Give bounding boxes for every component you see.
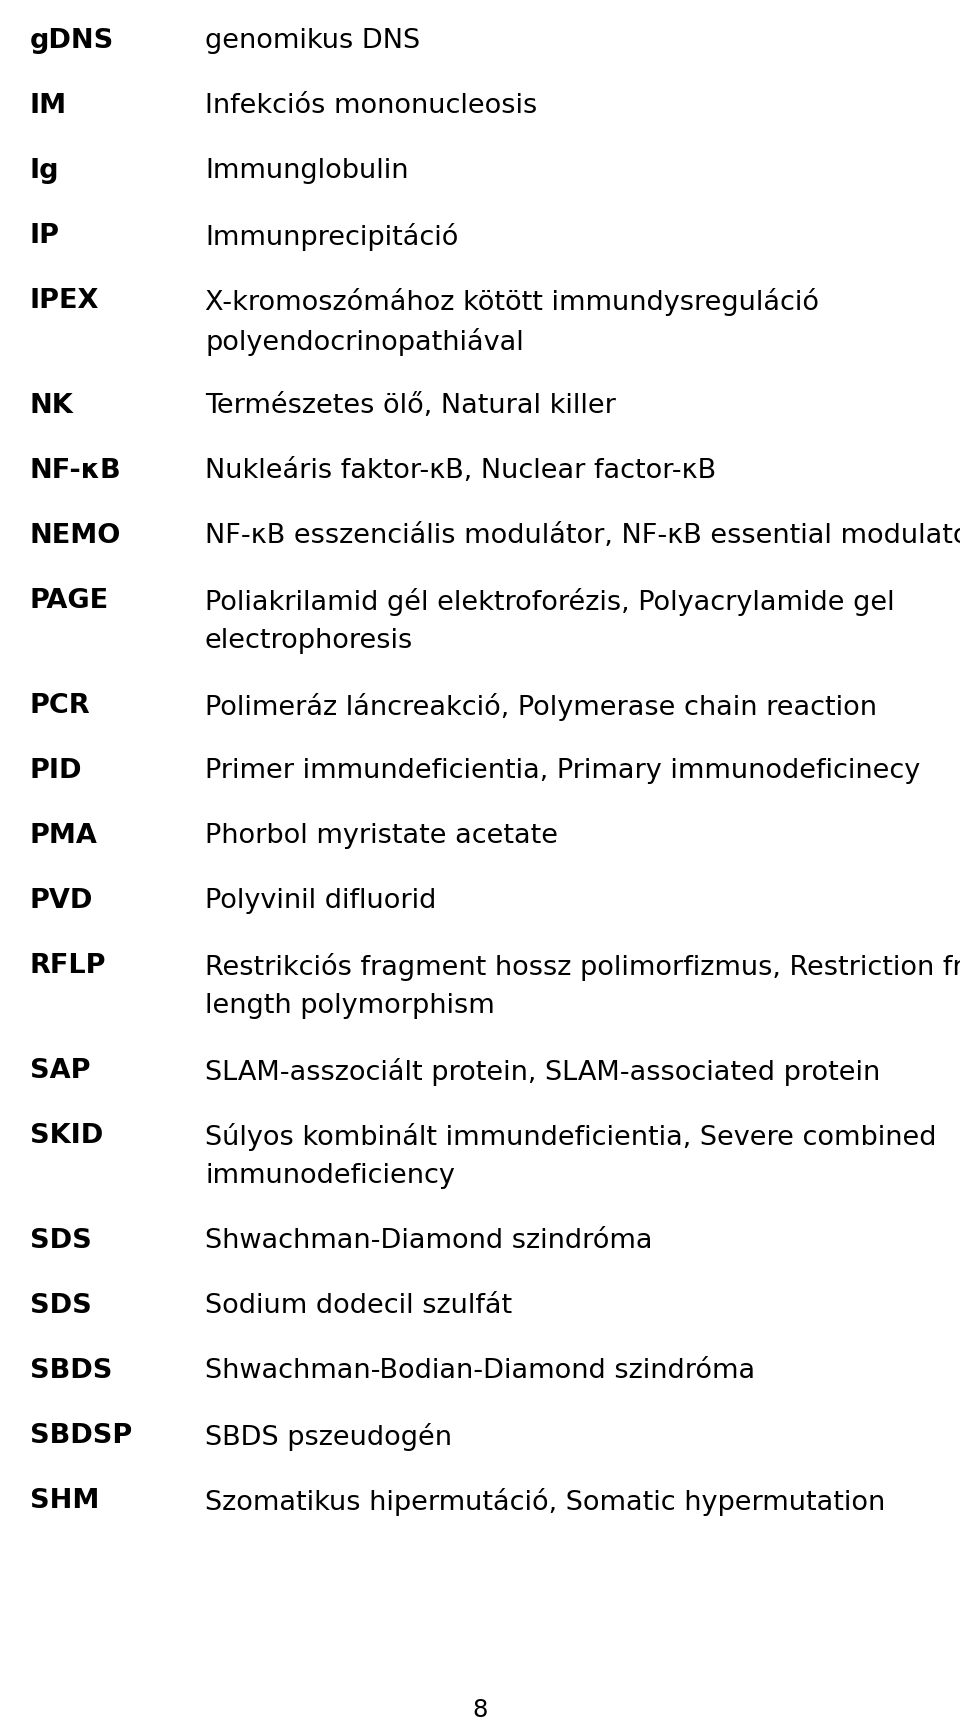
Text: NF-κB: NF-κB [30,457,122,483]
Text: Szomatikus hipermutáció, Somatic hypermutation: Szomatikus hipermutáció, Somatic hypermu… [205,1488,885,1516]
Text: SHM: SHM [30,1488,100,1514]
Text: length polymorphism: length polymorphism [205,992,494,1018]
Text: SDS: SDS [30,1294,92,1320]
Text: Immunprecipitáció: Immunprecipitáció [205,223,458,251]
Text: X-kromoszómához kötött immundysreguláció: X-kromoszómához kötött immundysreguláció [205,288,819,315]
Text: Ig: Ig [30,158,60,184]
Text: PCR: PCR [30,693,90,719]
Text: SLAM-asszociált protein, SLAM-associated protein: SLAM-asszociált protein, SLAM-associated… [205,1058,880,1086]
Text: Nukleáris faktor-κB, Nuclear factor-κB: Nukleáris faktor-κB, Nuclear factor-κB [205,457,716,483]
Text: SDS: SDS [30,1228,92,1254]
Text: Restrikciós fragment hossz polimorfizmus, Restriction fragment: Restrikciós fragment hossz polimorfizmus… [205,953,960,980]
Text: Természetes ölő, Natural killer: Természetes ölő, Natural killer [205,393,616,419]
Text: Immunglobulin: Immunglobulin [205,158,409,184]
Text: PMA: PMA [30,823,98,849]
Text: NEMO: NEMO [30,523,121,549]
Text: SBDSP: SBDSP [30,1424,132,1450]
Text: electrophoresis: electrophoresis [205,629,413,655]
Text: PID: PID [30,759,83,785]
Text: SKID: SKID [30,1122,104,1148]
Text: immunodeficiency: immunodeficiency [205,1162,455,1188]
Text: IPEX: IPEX [30,288,100,313]
Text: RFLP: RFLP [30,953,107,979]
Text: PVD: PVD [30,889,93,914]
Text: Primer immundeficientia, Primary immunodeficinecy: Primer immundeficientia, Primary immunod… [205,759,921,785]
Text: Polyvinil difluorid: Polyvinil difluorid [205,889,437,914]
Text: Súlyos kombinált immundeficientia, Severe combined: Súlyos kombinált immundeficientia, Sever… [205,1122,937,1152]
Text: IP: IP [30,223,60,249]
Text: SAP: SAP [30,1058,90,1084]
Text: Sodium dodecil szulfát: Sodium dodecil szulfát [205,1294,512,1320]
Text: IM: IM [30,94,67,120]
Text: Poliakrilamid gél elektroforézis, Polyacrylamide gel: Poliakrilamid gél elektroforézis, Polyac… [205,587,895,617]
Text: Shwachman-Bodian-Diamond szindróma: Shwachman-Bodian-Diamond szindróma [205,1358,756,1384]
Text: genomikus DNS: genomikus DNS [205,28,420,54]
Text: Polimeráz láncreakció, Polymerase chain reaction: Polimeráz láncreakció, Polymerase chain … [205,693,877,721]
Text: NK: NK [30,393,74,419]
Text: gDNS: gDNS [30,28,114,54]
Text: SBDS pszeudogén: SBDS pszeudogén [205,1424,452,1451]
Text: Shwachman-Diamond szindróma: Shwachman-Diamond szindróma [205,1228,653,1254]
Text: PAGE: PAGE [30,587,109,615]
Text: Phorbol myristate acetate: Phorbol myristate acetate [205,823,558,849]
Text: Infekciós mononucleosis: Infekciós mononucleosis [205,94,538,120]
Text: NF-κB esszenciális modulátor, NF-κB essential modulator: NF-κB esszenciális modulátor, NF-κB esse… [205,523,960,549]
Text: SBDS: SBDS [30,1358,112,1384]
Text: 8: 8 [472,1697,488,1722]
Text: polyendocrinopathiával: polyendocrinopathiával [205,327,524,357]
